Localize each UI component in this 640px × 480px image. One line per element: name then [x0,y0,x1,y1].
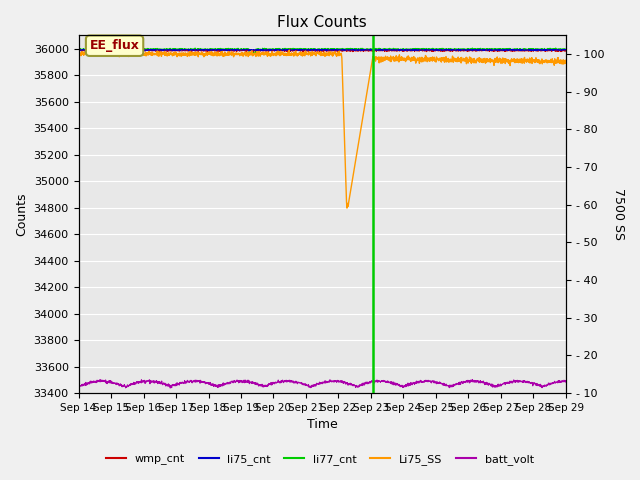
Y-axis label: 7500 SS: 7500 SS [612,188,625,240]
Text: EE_flux: EE_flux [90,39,140,52]
Title: Flux Counts: Flux Counts [277,15,367,30]
X-axis label: Time: Time [307,419,338,432]
Y-axis label: Counts: Counts [15,192,28,236]
Legend: wmp_cnt, li75_cnt, li77_cnt, Li75_SS, batt_volt: wmp_cnt, li75_cnt, li77_cnt, Li75_SS, ba… [102,450,538,469]
